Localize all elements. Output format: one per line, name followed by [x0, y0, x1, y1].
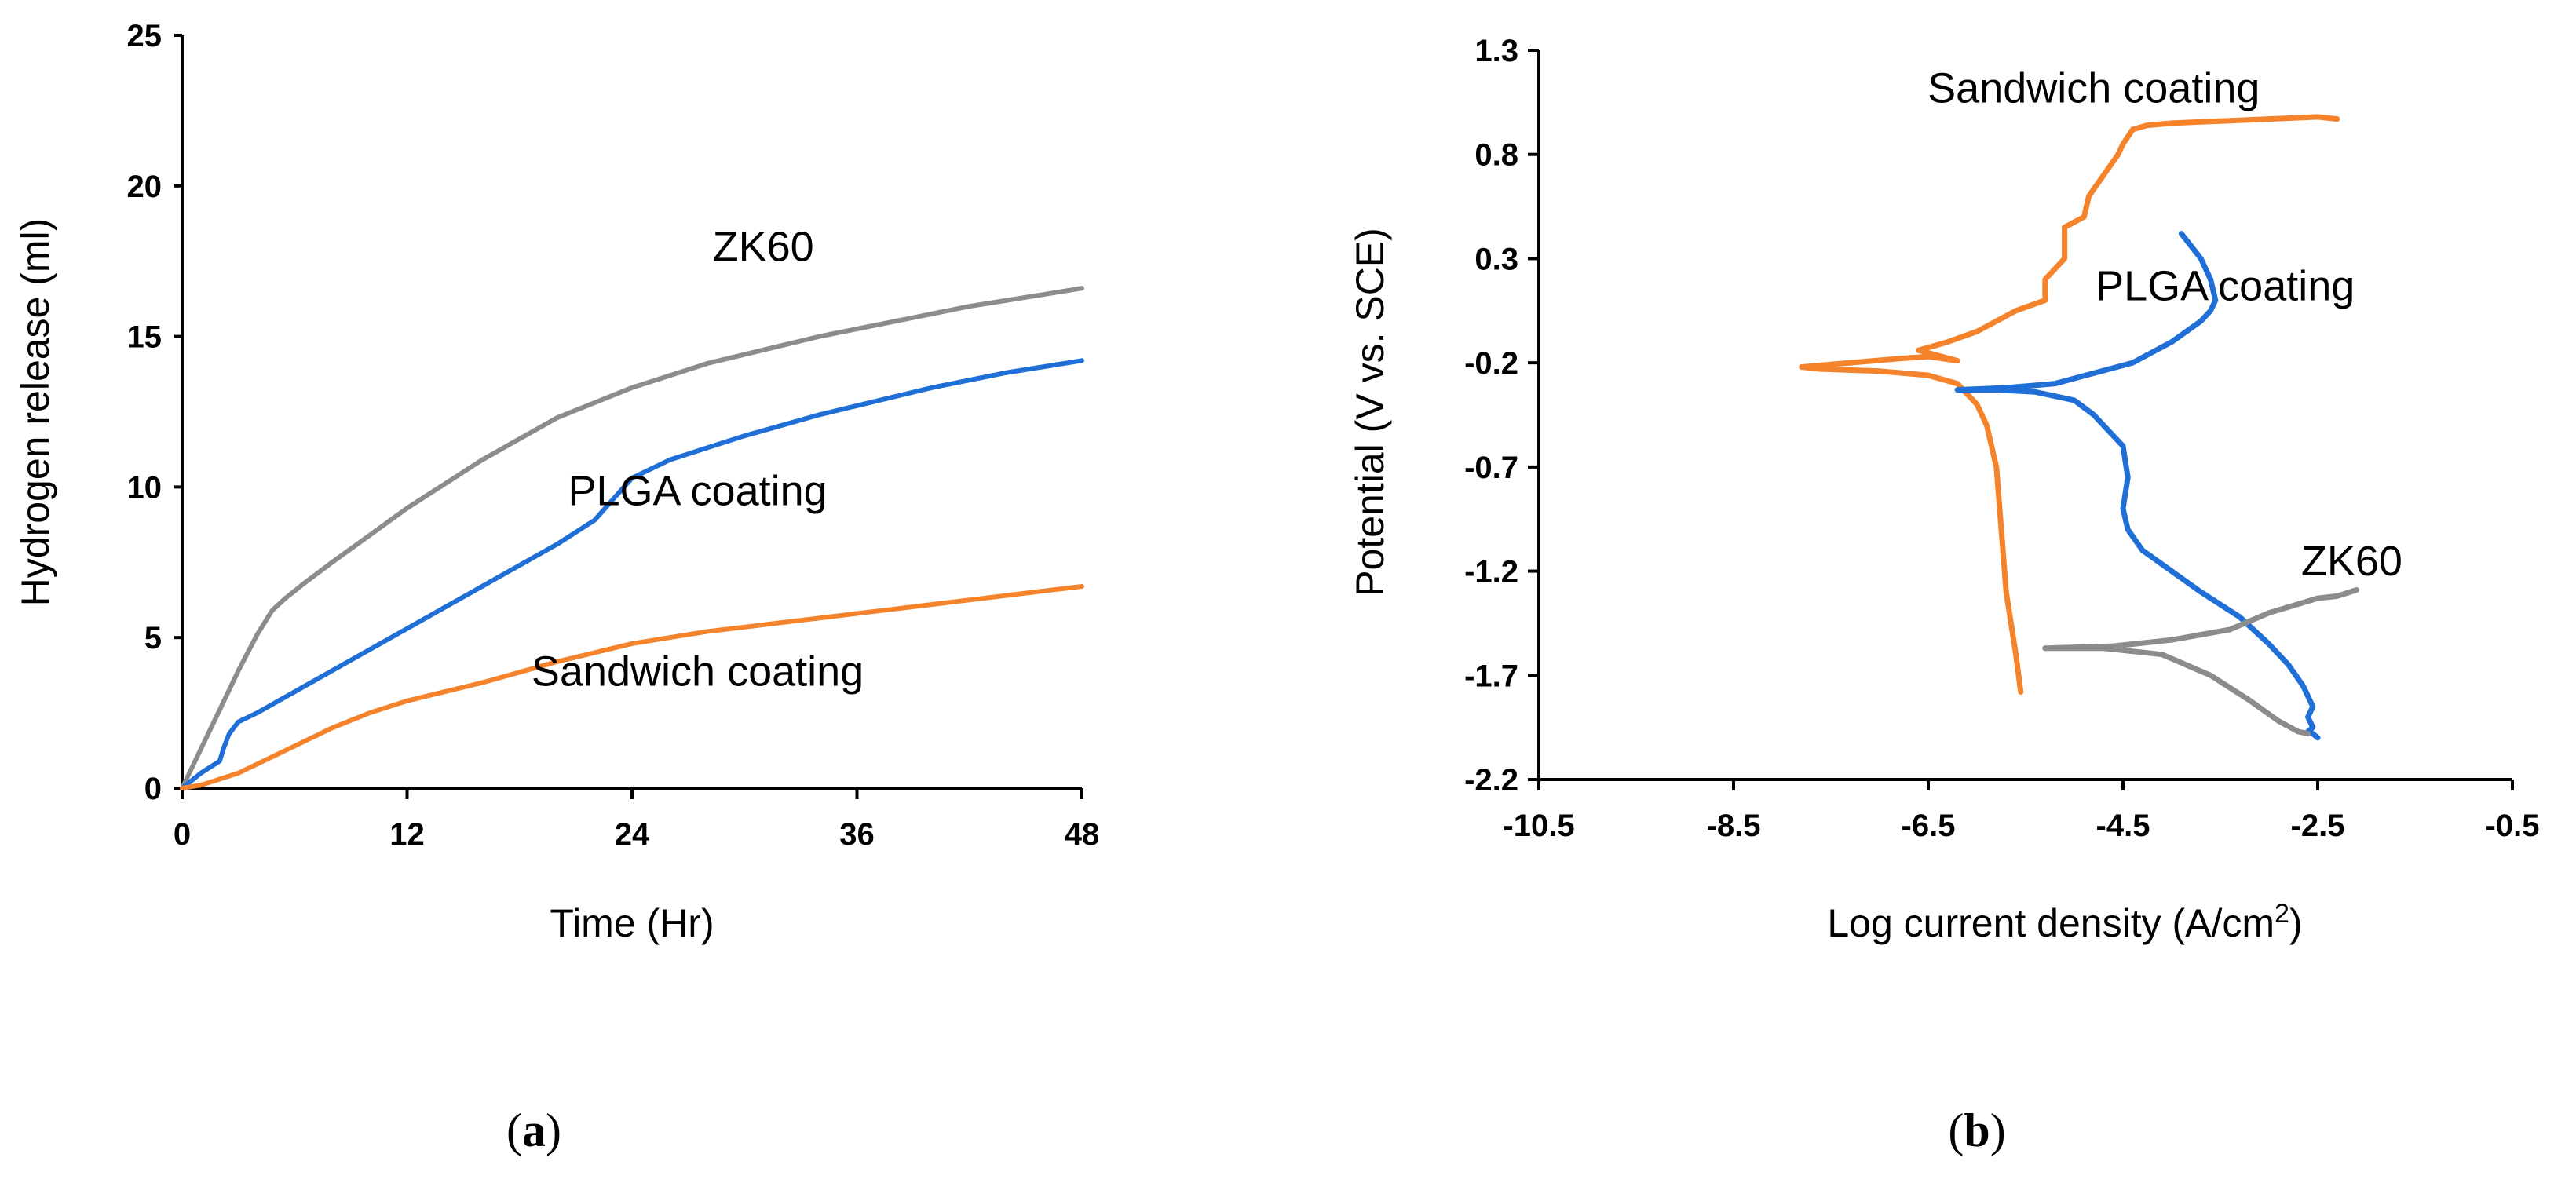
chart-b-y-tick-label: -0.2	[1464, 346, 1518, 381]
chart-a: 0 5 10 15 20 25 0 12 24 36 48 ZK60 PLGA coating San…	[13, 19, 1099, 1156]
chart-b-y-tick-label: -1.2	[1464, 555, 1518, 590]
chart-a-y-tick-label: 5	[144, 621, 162, 655]
chart-b-y-tick-label: 1.3	[1474, 34, 1518, 68]
chart-b-x-tick-label: -2.5	[2291, 809, 2345, 843]
chart-b-label-plga-coating: PLGA coating	[2096, 263, 2355, 310]
chart-a-x-tick-label: 48	[1065, 817, 1100, 852]
chart-a-label-sandwich-coating: Sandwich coating	[532, 648, 864, 696]
chart-a-x-label: Time (Hr)	[550, 901, 714, 945]
chart-a-label-plga-coating: PLGA coating	[568, 467, 827, 514]
chart-a-x-tick-label: 12	[389, 817, 425, 852]
chart-b-panel-label: (b)	[1948, 1104, 2005, 1156]
chart-a-series-plga-coating	[180, 358, 1084, 790]
chart-b: 1.30.80.3-0.2-0.7-1.2-1.7-2.2 -10.5 -8.5-…	[1348, 34, 2539, 1156]
chart-a-y-ticks: 0 5 10 15 20 25	[127, 19, 182, 806]
chart-a-y-label: Hydrogen release (ml)	[13, 218, 57, 607]
chart-a-x-ticks: 0 12 24 36 48	[174, 788, 1099, 852]
chart-b-y-tick-label: 0.3	[1474, 242, 1518, 276]
chart-b-x-ticks: -10.5 -8.5 -6.5 -4.5 -2.5 -0.5	[1503, 780, 2539, 843]
chart-b-x-tick-label: -0.5	[2486, 809, 2540, 843]
chart-b-series-plga-coating	[1954, 231, 2321, 741]
chart-b-series	[1799, 114, 2360, 741]
chart-a-y-tick-label: 0	[144, 772, 162, 806]
chart-b-x-tick-label: -8.5	[1707, 809, 1761, 843]
chart-a-y-tick-label: 10	[127, 470, 163, 505]
chart-b-y-tick-label: -2.2	[1464, 763, 1518, 798]
chart-a-annotations: ZK60 PLGA coating Sandwich coating	[532, 224, 864, 696]
chart-b-y-tick-label: -0.7	[1464, 451, 1518, 485]
chart-a-y-tick-label: 25	[127, 19, 163, 53]
chart-b-x-tick-label: -10.5	[1503, 809, 1574, 843]
chart-a-x-tick-label: 36	[839, 817, 875, 852]
chart-b-x-tick-label: -6.5	[1902, 809, 1956, 843]
chart-b-y-ticks: 1.3 0.8 0.3 -0.2 -0.7 -1.2 -1.7 -2.2	[1464, 34, 1539, 798]
chart-a-x-tick-label: 0	[174, 817, 191, 852]
chart-b-y-label: Potential (V vs. SCE)	[1348, 228, 1392, 597]
chart-b-series-zk60	[2042, 587, 2360, 737]
chart-a-y-tick-label: 20	[127, 170, 163, 204]
chart-b-y-tick-label: 0.8	[1474, 138, 1518, 173]
chart-b-y-tick-label: -1.7	[1464, 659, 1518, 693]
chart-a-x-tick-label: 24	[615, 817, 650, 852]
chart-b-label-sandwich-coating: Sandwich coating	[1927, 64, 2260, 111]
chart-b-series-sandwich-coating	[1799, 114, 2340, 695]
chart-a-label-zk60: ZK60	[713, 224, 814, 271]
chart-a-series-sandwich-coating	[180, 584, 1084, 790]
chart-a-series-zk60	[180, 286, 1084, 790]
chart-b-label-zk60: ZK60	[2301, 538, 2402, 585]
chart-a-panel-label: (a)	[506, 1104, 561, 1156]
chart-b-annotations: Sandwich coating PLGA coating ZK60	[1927, 64, 2402, 585]
chart-b-x-tick-label: -4.5	[2096, 809, 2150, 843]
chart-b-x-label: Log current density (A/cm2)	[1827, 899, 2302, 945]
chart-a-y-tick-label: 15	[127, 320, 163, 355]
chart-a-series	[180, 286, 1084, 790]
